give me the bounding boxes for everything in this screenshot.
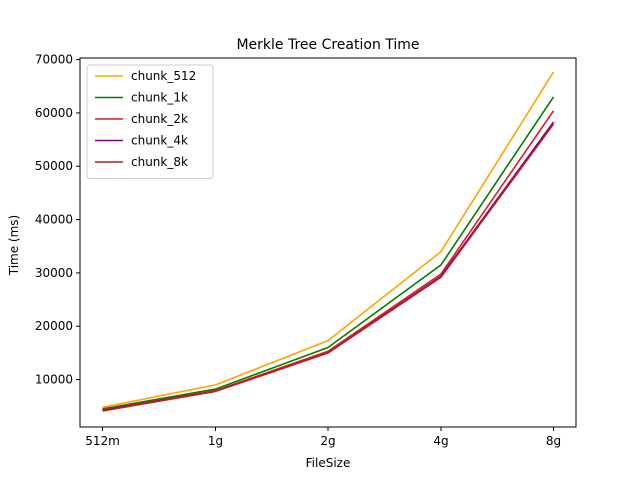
series-line-chunk-8k: [102, 123, 555, 412]
x-tick-label: 512m: [85, 434, 120, 448]
x-tick-label: 8g: [546, 434, 561, 448]
y-tick-label: 30000: [35, 266, 73, 280]
y-tick-label: 70000: [35, 53, 73, 67]
legend: chunk_512 chunk_1k chunk_2k chunk_4k chunk_8…: [86, 64, 214, 179]
y-tick-label: 10000: [35, 373, 73, 387]
legend-label: chunk_512: [131, 69, 196, 83]
y-axis-label: Time (ms): [7, 215, 21, 277]
x-tick-label: 2g: [320, 434, 335, 448]
legend-label: chunk_2k: [131, 112, 188, 126]
x-tick-label: 4g: [433, 434, 448, 448]
legend-label: chunk_4k: [131, 134, 188, 148]
x-tick-label: 1g: [208, 434, 223, 448]
legend-label: chunk_1k: [131, 91, 188, 105]
y-tick-label: 60000: [35, 106, 73, 120]
y-tick-label: 50000: [35, 159, 73, 173]
legend-label: chunk_8k: [131, 155, 188, 169]
axes-frame: [79, 57, 577, 428]
y-tick-label: 40000: [35, 213, 73, 227]
plot-area: 512m 1g 2g 4g 8g 10000 20000 30000 40000 50000 600…: [35, 53, 561, 448]
x-axis-label: FileSize: [306, 456, 351, 470]
legend-box: [86, 64, 214, 179]
series-line-chunk-1k: [102, 96, 555, 410]
chart-title: Merkle Tree Creation Time: [236, 37, 419, 53]
y-tick-label: 20000: [35, 319, 73, 333]
series-line-chunk-512: [102, 71, 555, 409]
